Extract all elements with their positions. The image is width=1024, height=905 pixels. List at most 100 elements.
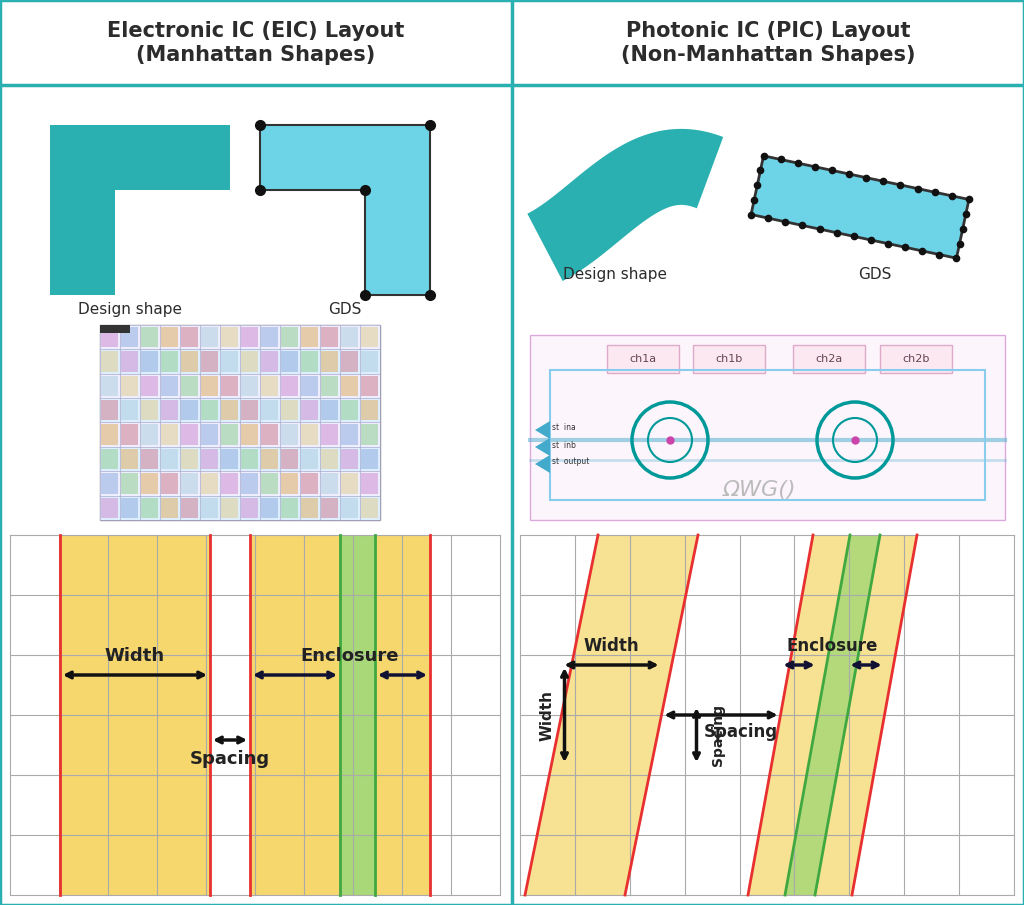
- Bar: [301, 351, 318, 372]
- Bar: [321, 400, 338, 421]
- Bar: [341, 351, 358, 372]
- Text: ch2a: ch2a: [815, 354, 843, 364]
- Bar: [221, 376, 238, 396]
- Text: GDS: GDS: [858, 267, 892, 282]
- Bar: [261, 376, 278, 396]
- Text: Spacing: Spacing: [703, 723, 778, 741]
- Bar: [341, 376, 358, 396]
- Bar: [181, 351, 198, 372]
- Bar: [281, 400, 298, 421]
- Bar: [201, 400, 218, 421]
- Polygon shape: [535, 438, 550, 456]
- Bar: [101, 424, 118, 445]
- Bar: [201, 327, 218, 348]
- Bar: [101, 376, 118, 396]
- Bar: [161, 498, 178, 518]
- Bar: [181, 424, 198, 445]
- Bar: [100, 349, 380, 374]
- Bar: [141, 449, 158, 470]
- Text: Width: Width: [104, 647, 165, 665]
- Bar: [793, 345, 865, 373]
- Polygon shape: [751, 156, 969, 258]
- Bar: [141, 498, 158, 518]
- Bar: [101, 498, 118, 518]
- Bar: [201, 498, 218, 518]
- Polygon shape: [260, 125, 430, 295]
- Bar: [361, 376, 378, 396]
- Text: Spacing: Spacing: [712, 704, 725, 766]
- Bar: [341, 400, 358, 421]
- Text: st  output: st output: [552, 458, 590, 466]
- Bar: [181, 400, 198, 421]
- Polygon shape: [525, 535, 698, 895]
- Bar: [221, 327, 238, 348]
- Bar: [250, 535, 430, 895]
- Polygon shape: [535, 421, 550, 439]
- Bar: [221, 449, 238, 470]
- Bar: [321, 327, 338, 348]
- Bar: [10, 535, 500, 895]
- Bar: [100, 496, 380, 520]
- Text: Enclosure: Enclosure: [786, 637, 879, 655]
- Bar: [281, 376, 298, 396]
- Bar: [261, 327, 278, 348]
- Polygon shape: [748, 535, 918, 895]
- Text: ch1a: ch1a: [630, 354, 656, 364]
- Text: Electronic IC (EIC) Layout
(Manhattan Shapes): Electronic IC (EIC) Layout (Manhattan Sh…: [108, 22, 404, 64]
- Bar: [101, 473, 118, 493]
- Bar: [241, 327, 258, 348]
- Text: GDS: GDS: [329, 302, 361, 317]
- Bar: [321, 424, 338, 445]
- Bar: [201, 473, 218, 493]
- Bar: [341, 424, 358, 445]
- Bar: [361, 400, 378, 421]
- Bar: [301, 473, 318, 493]
- Bar: [301, 498, 318, 518]
- Bar: [341, 327, 358, 348]
- Bar: [530, 335, 1005, 520]
- Bar: [301, 424, 318, 445]
- Bar: [161, 327, 178, 348]
- Bar: [100, 325, 130, 333]
- Bar: [241, 400, 258, 421]
- Bar: [361, 498, 378, 518]
- Bar: [141, 424, 158, 445]
- Bar: [100, 447, 380, 472]
- Bar: [181, 376, 198, 396]
- Bar: [201, 376, 218, 396]
- Bar: [341, 498, 358, 518]
- Bar: [281, 327, 298, 348]
- Bar: [880, 345, 952, 373]
- Bar: [241, 351, 258, 372]
- Text: st  inb: st inb: [552, 441, 575, 450]
- Polygon shape: [50, 125, 230, 295]
- Bar: [161, 376, 178, 396]
- Bar: [221, 424, 238, 445]
- Bar: [141, 327, 158, 348]
- Bar: [100, 325, 380, 520]
- Bar: [241, 424, 258, 445]
- Bar: [100, 325, 380, 349]
- Bar: [100, 423, 380, 447]
- Bar: [100, 374, 380, 398]
- Bar: [261, 400, 278, 421]
- Bar: [121, 424, 138, 445]
- Bar: [361, 473, 378, 493]
- Bar: [141, 473, 158, 493]
- Bar: [607, 345, 679, 373]
- Bar: [340, 535, 375, 895]
- Bar: [321, 498, 338, 518]
- Text: Enclosure: Enclosure: [301, 647, 399, 665]
- Text: Design shape: Design shape: [78, 302, 182, 317]
- Bar: [100, 472, 380, 496]
- Bar: [301, 449, 318, 470]
- Bar: [201, 424, 218, 445]
- Text: Width: Width: [584, 637, 639, 655]
- Bar: [281, 424, 298, 445]
- Bar: [241, 473, 258, 493]
- Bar: [301, 400, 318, 421]
- Bar: [321, 449, 338, 470]
- Bar: [121, 351, 138, 372]
- Bar: [361, 424, 378, 445]
- Bar: [520, 535, 1014, 895]
